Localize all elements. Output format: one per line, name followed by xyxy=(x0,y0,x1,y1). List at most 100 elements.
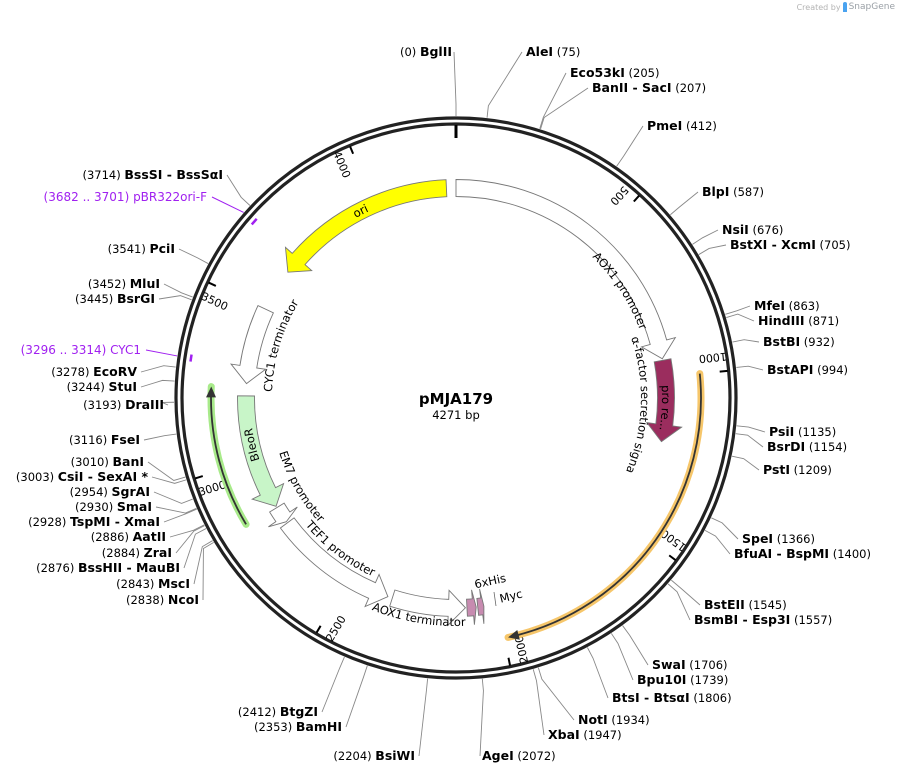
site-leader-line xyxy=(155,506,197,514)
orf-arcs xyxy=(206,370,705,641)
site-name: SwaI xyxy=(652,657,686,672)
restriction-site[interactable]: SwaI (1706) xyxy=(652,657,728,672)
restriction-site[interactable]: (2412) BtgZI xyxy=(238,704,318,719)
restriction-site[interactable]: (2204) BsiWI xyxy=(333,748,415,763)
restriction-site[interactable]: PstI (1209) xyxy=(763,462,832,477)
site-leader-line xyxy=(169,524,205,538)
restriction-site[interactable]: BstAPI (994) xyxy=(767,362,848,377)
restriction-site[interactable]: BlpI (587) xyxy=(702,184,764,199)
restriction-site[interactable]: XbaI (1947) xyxy=(548,727,622,742)
restriction-site[interactable]: (2838) NcoI xyxy=(126,592,199,607)
backbone-inner-ring xyxy=(180,122,732,674)
site-leader-lines xyxy=(140,51,766,757)
site-name: PstI xyxy=(763,462,790,477)
feature-alpha-factor[interactable] xyxy=(645,358,683,443)
restriction-site[interactable]: (3445) BsrGI xyxy=(75,291,155,306)
site-position: (2930) xyxy=(75,500,117,514)
feature-aox1-terminator[interactable] xyxy=(389,589,467,627)
feature-ori[interactable] xyxy=(284,179,448,273)
plasmid-length: 4271 bp xyxy=(432,408,480,422)
feature-cyc1-terminator[interactable] xyxy=(229,305,274,385)
restriction-site[interactable]: PsiI (1135) xyxy=(769,424,836,439)
restriction-site[interactable]: (2954) SgrAI xyxy=(70,484,150,499)
restriction-site[interactable]: (3452) MluI xyxy=(88,276,160,291)
restriction-site[interactable]: (3278) EcoRV xyxy=(51,364,137,379)
restriction-site[interactable]: BstXI - XcmI (705) xyxy=(730,237,850,252)
restriction-site[interactable]: BstEII (1545) xyxy=(704,597,787,612)
restriction-site[interactable]: (3193) DraIII xyxy=(83,397,164,412)
feature-myc-tag[interactable] xyxy=(466,589,477,625)
restriction-site[interactable]: Bpu10I (1739) xyxy=(637,672,728,687)
restriction-site[interactable]: AgeI (2072) xyxy=(482,748,556,763)
restriction-site[interactable]: BsmBI - Esp3I (1557) xyxy=(694,612,832,627)
site-position: (3003) xyxy=(16,470,58,484)
primer-mark xyxy=(189,354,193,362)
site-position: (2843) xyxy=(116,577,158,591)
site-position: (3010) xyxy=(71,455,113,469)
site-position: (1366) xyxy=(773,532,815,546)
tick-mark xyxy=(633,194,640,203)
restriction-site[interactable]: (0) BglII xyxy=(400,44,452,59)
restriction-site[interactable]: (2884) ZraI xyxy=(102,545,172,560)
site-name: NcoI xyxy=(168,592,199,607)
site-position: (1806) xyxy=(690,691,732,705)
site-leader-line xyxy=(537,667,575,721)
orf-orange xyxy=(513,373,702,638)
restriction-site[interactable]: HindIII (871) xyxy=(758,313,839,328)
feature-label-his-tag: 6xHis xyxy=(473,571,507,591)
restriction-site[interactable]: (2876) BssHII - MauBI xyxy=(36,560,180,575)
feature-tef1-promoter[interactable] xyxy=(279,517,389,608)
feature-aox1-promoter[interactable] xyxy=(455,179,677,360)
tick-label: 4000 xyxy=(330,149,353,180)
site-name: DraIII xyxy=(125,397,164,412)
site-name: SmaI xyxy=(117,499,152,514)
feature-label-alpha-inner: pro re... xyxy=(657,385,674,432)
restriction-site[interactable]: BstBI (932) xyxy=(763,334,835,349)
restriction-site[interactable]: (2843) MscI xyxy=(116,576,190,591)
restriction-site[interactable]: (3003) CsiI - SexAI * xyxy=(16,469,149,484)
site-leader-line xyxy=(735,433,764,448)
site-leader-line xyxy=(202,541,214,601)
restriction-site[interactable]: (2928) TspMI - XmaI xyxy=(28,514,160,529)
site-leader-line xyxy=(175,525,205,554)
primer-label[interactable]: (3682 .. 3701) pBR322ori-F xyxy=(44,190,208,204)
site-name: TspMI - XmaI xyxy=(70,514,160,529)
restriction-site[interactable]: (2353) BamHI xyxy=(254,719,342,734)
restriction-site[interactable]: (2930) SmaI xyxy=(75,499,152,514)
site-name: StuI xyxy=(108,379,137,394)
restriction-site[interactable]: SpeI (1366) xyxy=(742,531,815,546)
site-position: (3445) xyxy=(75,292,117,306)
site-position: (871) xyxy=(805,314,840,328)
restriction-site[interactable]: BanII - SacI (207) xyxy=(592,80,706,95)
restriction-site[interactable]: (3541) PciI xyxy=(108,241,175,256)
restriction-site[interactable]: NsiI (676) xyxy=(722,222,783,237)
site-leader-line xyxy=(147,461,186,481)
restriction-site[interactable]: Eco53kI (205) xyxy=(570,65,660,80)
restriction-site[interactable]: PmeI (412) xyxy=(647,118,717,133)
restriction-site[interactable]: (3010) BanI xyxy=(71,454,144,469)
site-leader-line xyxy=(532,669,545,736)
site-name: EcoRV xyxy=(93,364,137,379)
feature-em7-promoter[interactable] xyxy=(268,502,298,528)
restriction-site[interactable]: MfeI (863) xyxy=(754,298,820,313)
site-name: BanII - SacI xyxy=(592,80,672,95)
feature-his-tag[interactable] xyxy=(476,588,485,624)
site-name: AgeI xyxy=(482,748,514,763)
restriction-site[interactable]: BsrDI (1154) xyxy=(767,439,847,454)
restriction-site[interactable]: NotI (1934) xyxy=(578,712,650,727)
primer-leader-line xyxy=(145,349,178,357)
primer-labels: (3682 .. 3701) pBR322ori-F (3296 .. 3314)… xyxy=(21,190,258,362)
feature-bleoR[interactable] xyxy=(237,395,285,507)
restriction-site[interactable]: (3714) BssSI - BssSαI xyxy=(82,167,223,182)
tick-label: 2000 xyxy=(513,634,531,664)
restriction-site[interactable]: AleI (75) xyxy=(526,44,580,59)
restriction-site[interactable]: (3116) FseI xyxy=(69,432,140,447)
primer-label[interactable]: (3296 .. 3314) CYC1 xyxy=(21,343,141,357)
restriction-site[interactable]: (2886) AatII xyxy=(91,529,166,544)
site-position: (1557) xyxy=(790,613,832,627)
restriction-site[interactable]: BfuAI - BspMI (1400) xyxy=(734,546,871,561)
restriction-site[interactable]: (3244) StuI xyxy=(67,379,137,394)
site-position: (3244) xyxy=(67,380,109,394)
site-name: CsiI - SexAI * xyxy=(58,469,149,484)
restriction-site[interactable]: BtsI - BtsαI (1806) xyxy=(612,690,732,705)
